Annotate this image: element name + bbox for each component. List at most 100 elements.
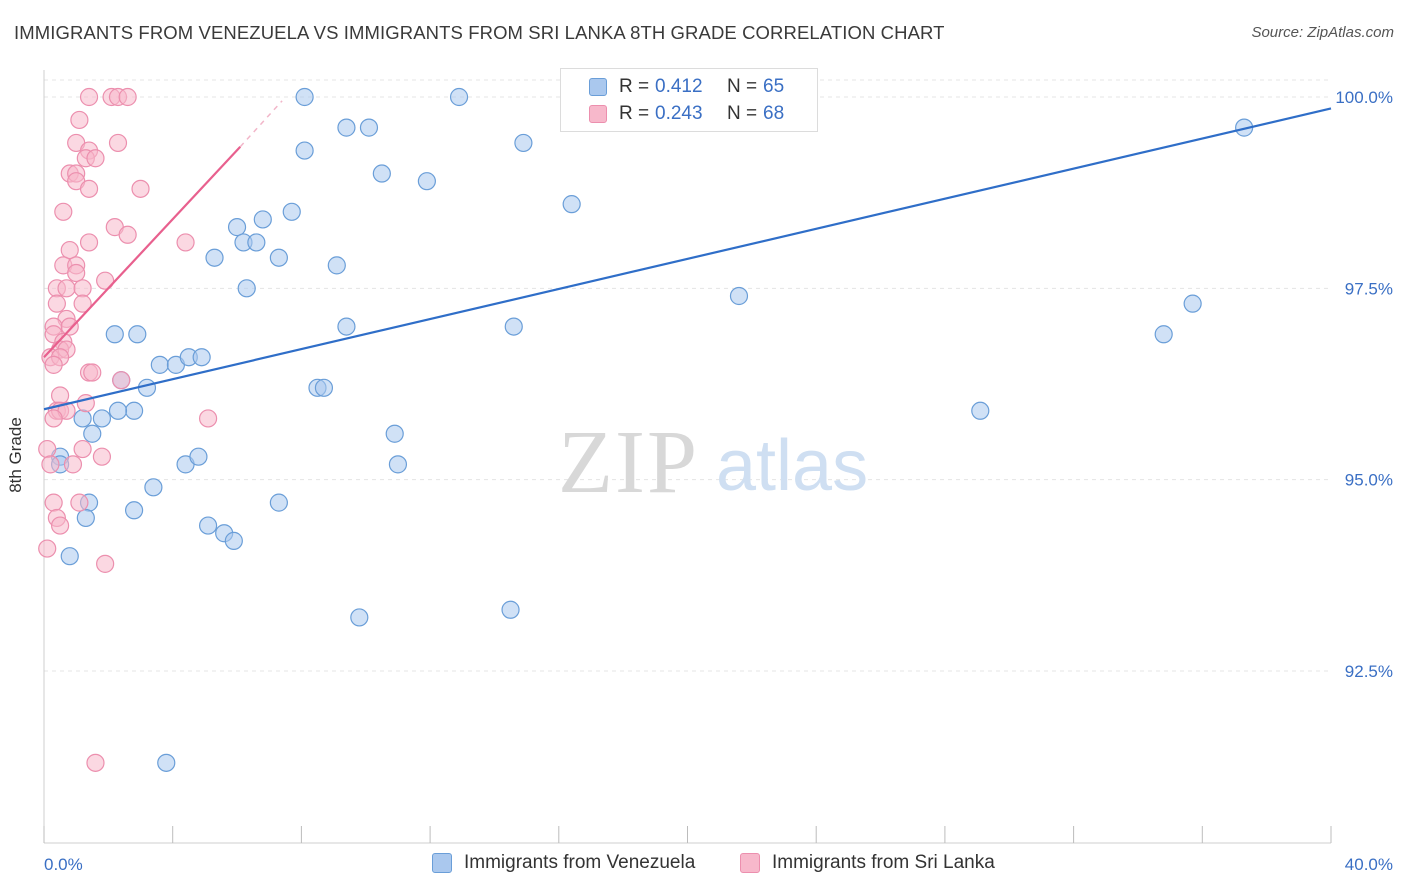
srilanka-point xyxy=(108,133,128,153)
venezuela-point xyxy=(337,118,356,137)
srilanka-point xyxy=(73,279,92,298)
srilanka-point xyxy=(50,386,70,405)
srilanka-point xyxy=(86,753,105,772)
srilanka-point xyxy=(79,233,99,252)
venezuela-point xyxy=(83,424,102,443)
venezuela-point xyxy=(253,210,272,229)
axes-layer xyxy=(43,70,1332,844)
stats-legend: R = 0.412 N = 65 R = 0.243 N = 68 xyxy=(560,68,818,132)
trend-layer xyxy=(43,100,1332,411)
srilanka-point xyxy=(70,493,89,512)
x-tick-label: 40.0% xyxy=(1345,855,1393,874)
chart-title: IMMIGRANTS FROM VENEZUELA VS IMMIGRANTS … xyxy=(14,22,945,43)
venezuela-point xyxy=(1154,325,1173,344)
legend-swatch-srilanka xyxy=(589,105,607,123)
x-tick-label: 0.0% xyxy=(44,855,83,874)
venezuela-point xyxy=(237,279,256,298)
srilanka-point xyxy=(73,294,92,313)
srilanka-point xyxy=(44,409,63,428)
srilanka-point xyxy=(41,455,60,474)
srilanka-point xyxy=(176,233,195,252)
venezuela-point xyxy=(144,478,163,497)
venezuela-point xyxy=(192,348,211,367)
srilanka-point xyxy=(38,439,57,459)
venezuela-point xyxy=(189,447,208,466)
legend-r-value: 0.412 xyxy=(655,76,703,97)
venezuela-point xyxy=(1183,294,1202,313)
y-tick-label: 97.5% xyxy=(1345,279,1393,298)
srilanka-point xyxy=(112,371,131,390)
srilanka-trendline xyxy=(43,145,242,358)
y-axis-label: 8th Grade xyxy=(6,417,25,493)
venezuela-point xyxy=(282,202,301,221)
ticklabel-layer: 92.5% 95.0% 97.5% 100.0% 0.0% 40.0% xyxy=(44,88,1393,874)
venezuela-point xyxy=(417,172,436,191)
srilanka-point xyxy=(60,317,79,336)
srilanka-point xyxy=(70,110,89,130)
venezuela-point xyxy=(337,317,356,336)
venezuela-point xyxy=(205,248,224,267)
srilanka-point xyxy=(86,149,105,168)
legend-r-label: R = xyxy=(619,76,650,97)
venezuela-point xyxy=(327,256,346,275)
srilanka-point xyxy=(50,516,70,535)
srilanka-point xyxy=(92,447,112,466)
srilanka-point xyxy=(198,409,218,428)
venezuela-point xyxy=(92,409,112,428)
series-name-venezuela: Immigrants from Venezuela xyxy=(464,852,696,873)
srilanka-point xyxy=(96,271,115,290)
venezuela-point xyxy=(128,325,147,344)
series-legend-venezuela: Immigrants from Venezuela xyxy=(432,852,695,874)
srilanka-point xyxy=(79,179,99,198)
legend-n-value: 65 xyxy=(763,76,785,97)
srilanka-point xyxy=(73,439,92,459)
srilanka-point xyxy=(118,87,137,107)
venezuela-point xyxy=(372,164,391,183)
series-swatch-srilanka xyxy=(740,853,760,873)
venezuela-point xyxy=(73,409,92,428)
venezuela-point xyxy=(314,378,334,397)
venezuela-point xyxy=(76,508,95,528)
srilanka-point xyxy=(79,87,99,107)
venezuela-point xyxy=(350,608,369,627)
legend-swatch-venezuela xyxy=(589,78,607,96)
srilanka-trendline-extension xyxy=(239,100,283,148)
venezuela-point xyxy=(359,118,379,137)
venezuela-point xyxy=(971,401,990,420)
venezuela-point xyxy=(157,753,176,772)
grid-layer xyxy=(44,79,1331,672)
venezuela-point xyxy=(385,424,404,443)
venezuela-point xyxy=(224,531,243,550)
srilanka-point xyxy=(83,363,102,382)
y-tick-label: 92.5% xyxy=(1345,662,1393,681)
srilanka-point xyxy=(57,279,76,298)
venezuela-point xyxy=(449,87,469,107)
srilanka-point xyxy=(96,554,115,573)
venezuela-point xyxy=(295,87,314,107)
venezuela-point xyxy=(247,233,266,252)
venezuela-point xyxy=(504,317,523,336)
venezuela-point xyxy=(388,455,408,474)
watermark: ZIP atlas xyxy=(558,413,868,512)
venezuela-point xyxy=(227,218,247,237)
watermark-zip: ZIP xyxy=(558,413,699,512)
legend-row-venezuela: R = 0.412 N = 65 xyxy=(561,74,784,100)
venezuela-point xyxy=(295,141,314,160)
srilanka-point xyxy=(131,179,150,198)
srilanka-point xyxy=(44,355,63,374)
legend-r-label: R = xyxy=(619,103,650,124)
watermark-atlas: atlas xyxy=(716,426,868,506)
source-label: Source: ZipAtlas.com xyxy=(1251,24,1394,41)
legend-n-label: N = xyxy=(727,76,758,97)
venezuela-point xyxy=(562,195,581,214)
venezuela-point xyxy=(150,355,169,374)
legend-n-value: 68 xyxy=(763,103,785,124)
venezuela-point xyxy=(729,286,749,306)
srilanka-point xyxy=(67,263,86,283)
series-legend-srilanka: Immigrants from Sri Lanka xyxy=(740,852,995,874)
srilanka-point xyxy=(38,539,57,558)
srilanka-point xyxy=(60,240,79,260)
srilanka-point xyxy=(118,225,137,244)
venezuela-point xyxy=(124,401,144,420)
